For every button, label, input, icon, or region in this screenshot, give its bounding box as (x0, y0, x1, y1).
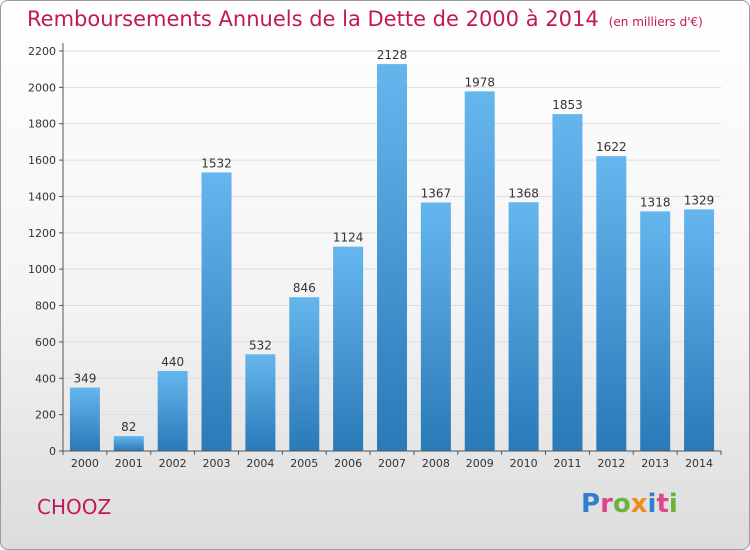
axes: 0 200 400 600 800 1000 1200 1400 1600 1800 2000 220… (28, 43, 722, 470)
bar-2007 (377, 64, 407, 451)
data-label-2013: 1318 (640, 195, 671, 209)
bar-2009 (464, 91, 495, 451)
x-tick-label: 2011 (553, 457, 581, 470)
bar-2001 (113, 436, 144, 451)
x-tick-label: 2014 (685, 457, 713, 470)
logo-letter: r (600, 489, 613, 519)
bar-2013 (640, 211, 671, 451)
title-unit: (en milliers d'€) (608, 15, 703, 29)
bar-2003 (201, 172, 232, 452)
y-tick-label: 600 (35, 336, 56, 349)
data-label-2002: 440 (161, 355, 184, 369)
bar-2011 (552, 114, 583, 451)
x-tick-label: 2003 (203, 457, 231, 470)
data-label-2001: 82 (121, 420, 136, 434)
y-tick-label: 1800 (28, 118, 56, 131)
bar-2012 (596, 156, 627, 451)
chart-title: Remboursements Annuels de la Dette de 20… (27, 7, 703, 31)
bars (69, 64, 715, 452)
data-label-2000: 349 (73, 372, 96, 386)
data-label-2010: 1368 (508, 186, 539, 200)
logo-letter: o (612, 489, 631, 519)
x-tick-label: 2000 (71, 457, 99, 470)
data-label-2005: 846 (293, 281, 316, 295)
x-tick-label: 2008 (422, 457, 450, 470)
data-label-2007: 2128 (377, 48, 408, 62)
x-tick-label: 2005 (290, 457, 318, 470)
proxiti-logo[interactable]: Proxiti (581, 489, 678, 519)
data-labels: 349 82 440 1532 532 846 1124 2128 1367 1978 1368 18… (73, 48, 714, 434)
x-tick-label: 2009 (466, 457, 494, 470)
y-tick-label: 1400 (28, 190, 56, 203)
y-tick-label: 1600 (28, 154, 56, 167)
bar-2008 (420, 202, 451, 451)
data-label-2008: 1367 (421, 186, 452, 200)
x-tick-label: 2013 (641, 457, 669, 470)
y-tick-label: 2200 (28, 45, 56, 58)
data-label-2012: 1622 (596, 140, 627, 154)
x-tick-label: 2007 (378, 457, 406, 470)
data-label-2003: 1532 (201, 156, 232, 170)
x-tick-label: 2004 (246, 457, 274, 470)
logo-letter: i (647, 489, 657, 519)
y-tick-label: 400 (35, 372, 56, 385)
data-label-2014: 1329 (684, 193, 715, 207)
bar-2004 (245, 354, 276, 451)
y-tick-label: 2000 (28, 81, 56, 94)
title-text: Remboursements Annuels de la Dette de 20… (27, 7, 599, 31)
y-tick-label: 200 (35, 409, 56, 422)
data-label-2004: 532 (249, 338, 272, 352)
bar-2014 (684, 209, 715, 451)
bar-2010 (508, 202, 539, 451)
bar-2005 (289, 297, 320, 451)
logo-letter: i (668, 489, 678, 519)
x-tick-label: 2012 (597, 457, 625, 470)
y-tick-label: 0 (49, 445, 56, 458)
y-tick-label: 1000 (28, 263, 56, 276)
y-tick-label: 800 (35, 300, 56, 313)
bar-2000 (69, 387, 100, 451)
bar-2006 (333, 246, 364, 451)
logo-letter: t (656, 489, 669, 519)
logo-letter: P (581, 489, 601, 519)
logo-letter: x (630, 489, 648, 519)
commune-name: CHOOZ (37, 495, 112, 519)
data-label-2011: 1853 (552, 98, 583, 112)
x-tick-label: 2006 (334, 457, 362, 470)
x-tick-label: 2002 (159, 457, 187, 470)
bar-2002 (157, 371, 188, 451)
data-label-2009: 1978 (464, 75, 495, 89)
x-tick-label: 2001 (115, 457, 143, 470)
x-tick-label: 2010 (510, 457, 538, 470)
y-tick-label: 1200 (28, 227, 56, 240)
data-label-2006: 1124 (333, 231, 364, 245)
